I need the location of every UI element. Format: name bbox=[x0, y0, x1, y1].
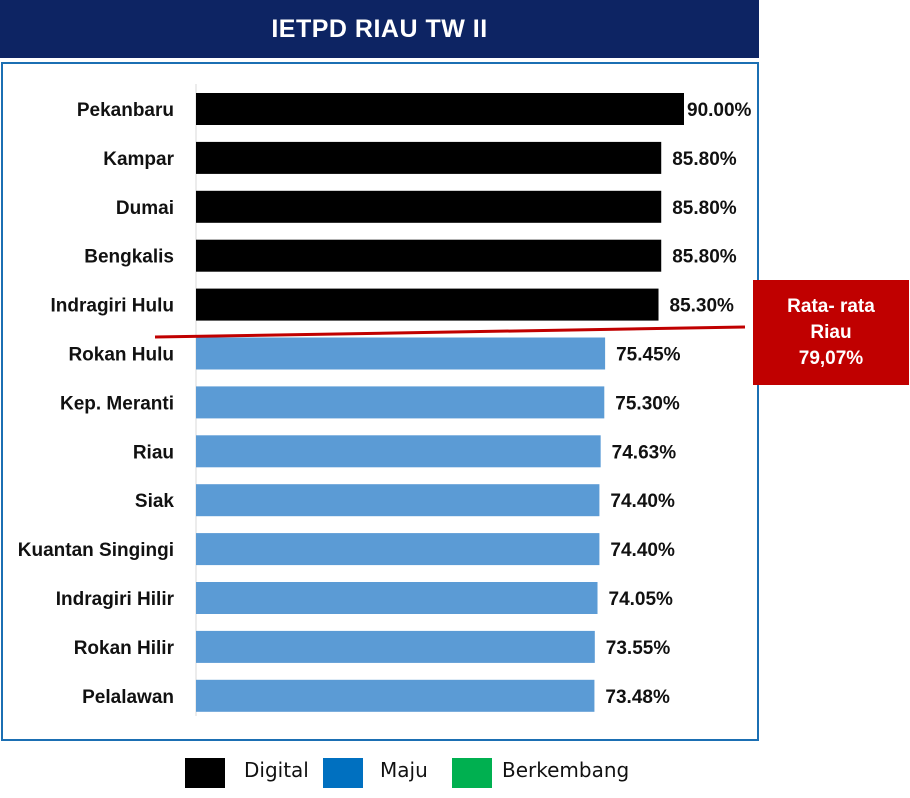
category-label: Siak bbox=[135, 491, 175, 512]
category-label: Kuantan Singingi bbox=[18, 540, 174, 561]
data-label: 75.30% bbox=[615, 393, 680, 414]
category-label: Dumai bbox=[116, 198, 174, 219]
legend-swatch-berkembang bbox=[452, 758, 492, 788]
bar bbox=[196, 484, 600, 517]
legend-swatch-digital bbox=[185, 758, 225, 788]
data-label: 75.45% bbox=[616, 345, 681, 366]
average-line bbox=[154, 325, 746, 339]
bar bbox=[196, 435, 601, 468]
legend-label-maju: Maju bbox=[380, 758, 428, 782]
category-label: Rokan Hilir bbox=[74, 638, 175, 659]
average-callout-line2: Riau bbox=[810, 321, 852, 343]
data-label: 74.40% bbox=[610, 540, 675, 561]
data-label: 85.80% bbox=[672, 198, 737, 219]
bar bbox=[196, 190, 662, 223]
bar bbox=[196, 141, 662, 174]
category-label: Pelalawan bbox=[82, 687, 174, 708]
legend-swatch-maju bbox=[323, 758, 363, 788]
category-label: Kep. Meranti bbox=[60, 393, 174, 414]
category-label: Indragiri Hulu bbox=[51, 296, 175, 317]
data-label: 90.00% bbox=[687, 100, 752, 121]
bar bbox=[196, 630, 595, 663]
category-label: Pekanbaru bbox=[77, 100, 174, 121]
data-label: 74.63% bbox=[612, 442, 677, 463]
category-label: Riau bbox=[133, 442, 174, 463]
chart-title: IETPD RIAU TW II bbox=[0, 0, 759, 58]
category-label: Kampar bbox=[103, 149, 174, 170]
bar bbox=[196, 679, 595, 712]
legend: Digital Maju Berkembang bbox=[0, 752, 910, 792]
category-label: Bengkalis bbox=[84, 247, 174, 268]
data-label: 73.48% bbox=[605, 687, 670, 708]
data-label: 85.80% bbox=[672, 247, 737, 268]
legend-label-berkembang: Berkembang bbox=[502, 758, 630, 782]
bar bbox=[196, 337, 606, 370]
data-label: 73.55% bbox=[606, 638, 671, 659]
bar bbox=[196, 386, 605, 419]
data-label: 74.05% bbox=[609, 589, 674, 610]
bar bbox=[196, 93, 684, 125]
average-callout-value: 79,07% bbox=[798, 347, 864, 369]
category-label: Indragiri Hilir bbox=[56, 589, 175, 610]
bar bbox=[196, 239, 662, 272]
data-label: 74.40% bbox=[610, 491, 675, 512]
bar bbox=[196, 533, 600, 566]
average-callout: Rata- rata Riau 79,07% bbox=[753, 280, 909, 385]
category-label: Rokan Hulu bbox=[68, 345, 174, 366]
bar bbox=[196, 288, 659, 321]
data-label: 85.80% bbox=[672, 149, 737, 170]
bar bbox=[196, 582, 598, 614]
data-label: 85.30% bbox=[670, 296, 735, 317]
average-callout-line1: Rata- rata bbox=[787, 295, 875, 317]
legend-label-digital: Digital bbox=[244, 758, 309, 782]
